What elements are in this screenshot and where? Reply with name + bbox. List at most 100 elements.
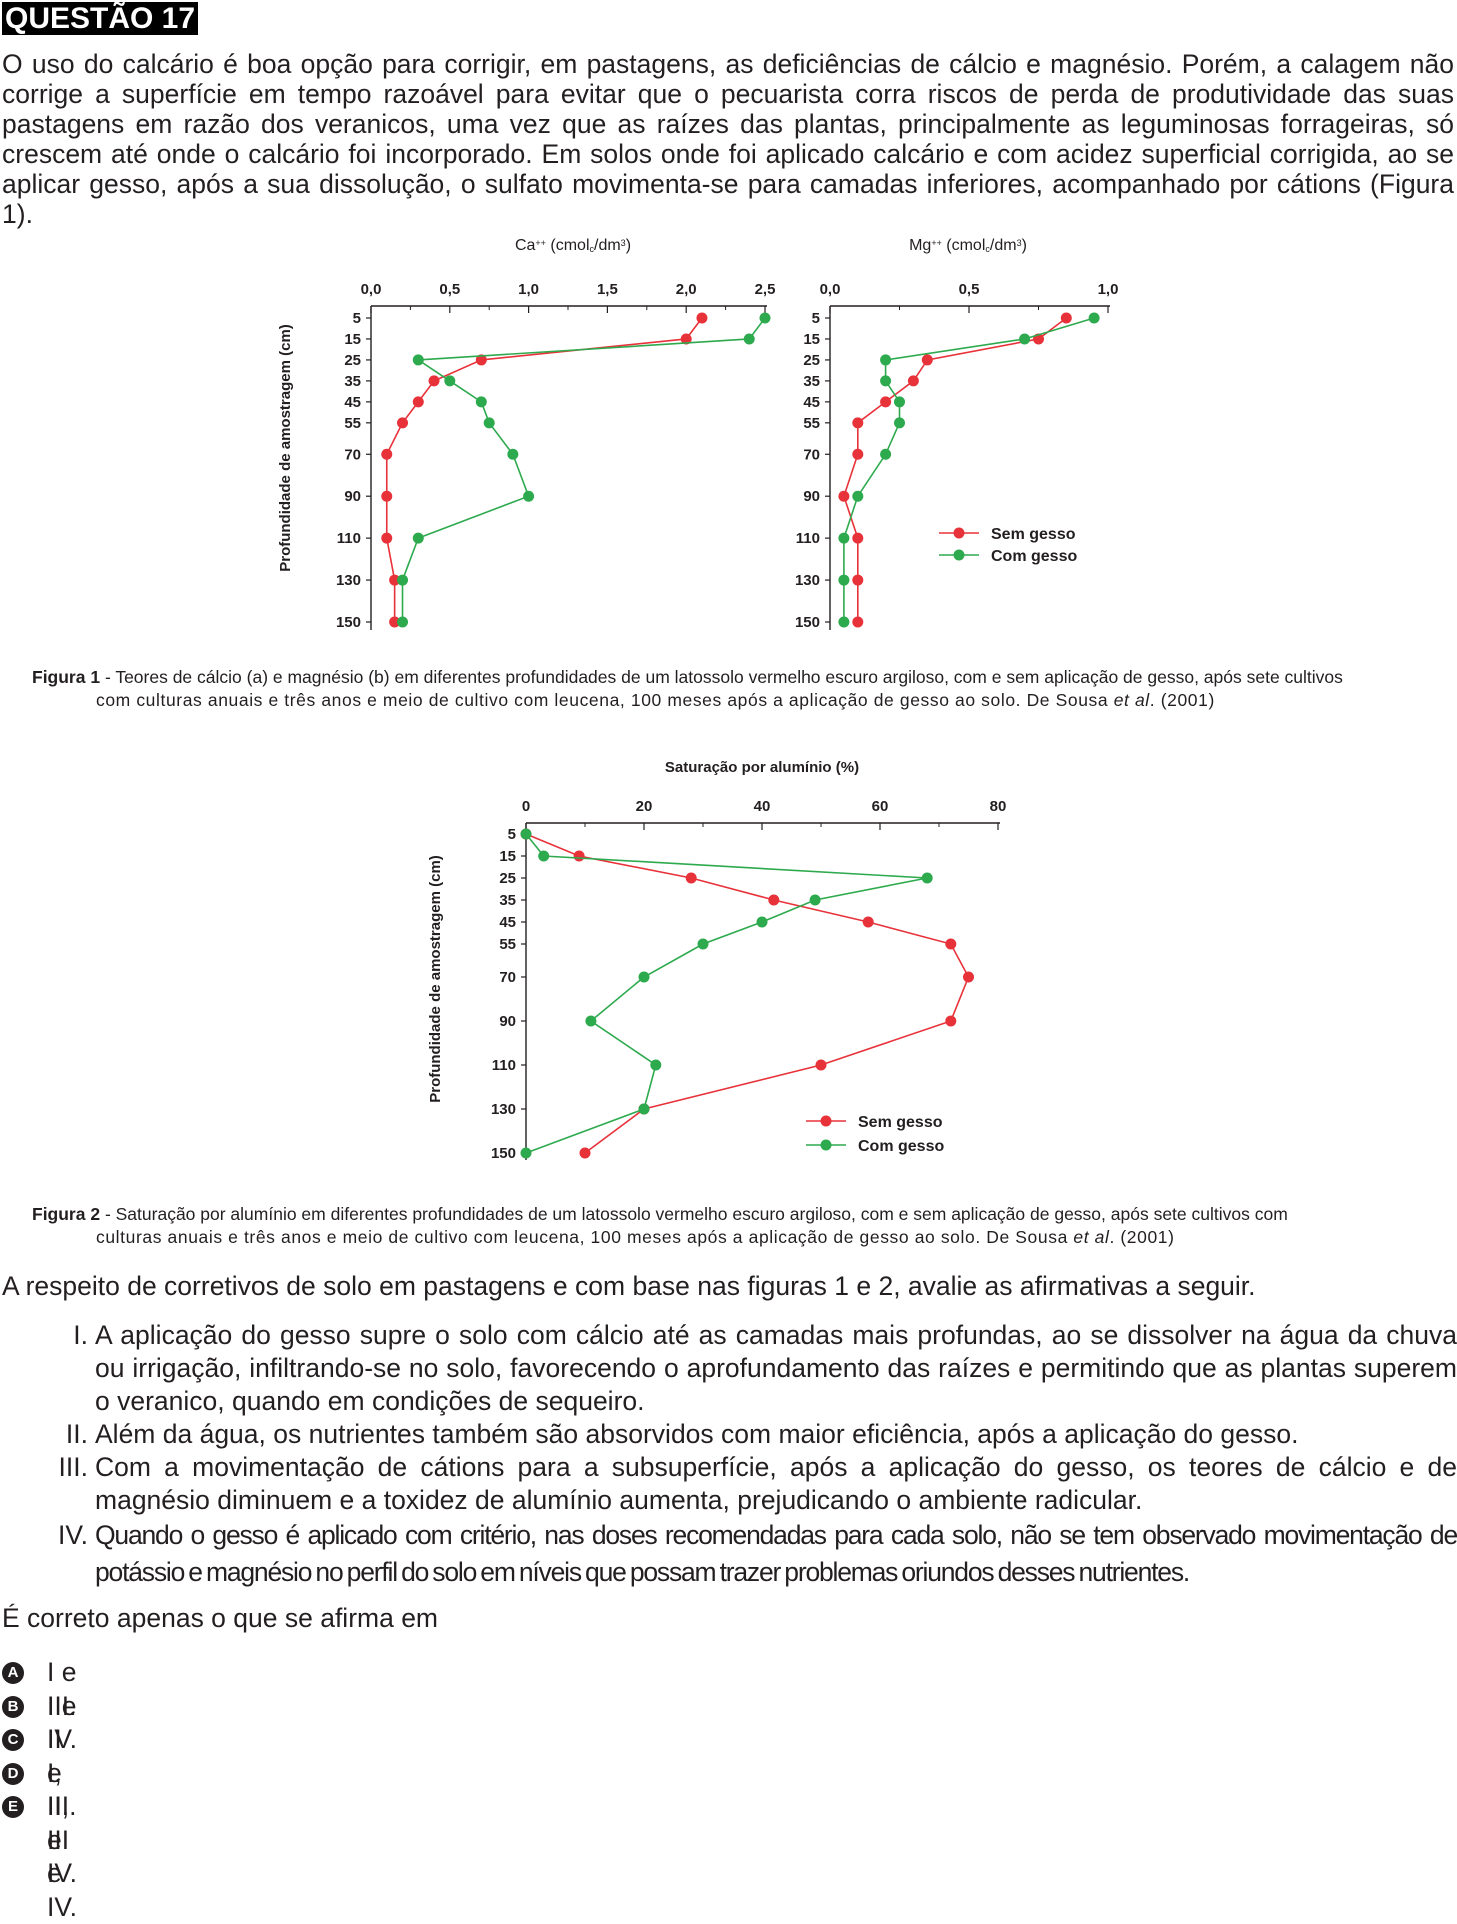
data-point (921, 354, 933, 366)
data-point (1088, 312, 1100, 324)
x-tick-label: 0,0 (820, 281, 841, 298)
data-point (697, 938, 709, 950)
option-text: II, III e IV. (47, 1791, 77, 1922)
statement-i: I. A aplicação do gesso supre o solo com… (0, 1319, 1457, 1418)
y-tick-label: 5 (508, 826, 516, 843)
data-point (397, 417, 409, 429)
data-point (759, 312, 771, 324)
data-point (412, 396, 424, 408)
figure-2-caption-year: . (2001) (1109, 1227, 1175, 1247)
legend-label: Com gesso (858, 1138, 944, 1155)
answer-prompt-text: É correto apenas o que se afirma em (2, 1603, 439, 1633)
data-point (1019, 333, 1031, 345)
panel-title-part: ) (1022, 237, 1027, 254)
data-point (389, 616, 401, 628)
legend-marker (820, 1139, 832, 1151)
data-point (381, 532, 393, 544)
statement-numeral: III. (58, 1452, 88, 1482)
y-tick-label: 55 (344, 415, 361, 432)
data-point (696, 312, 708, 324)
data-point (809, 894, 821, 906)
data-point (685, 872, 697, 884)
data-point (397, 616, 409, 628)
data-point (389, 574, 401, 586)
y-tick-label: 15 (803, 331, 820, 348)
question-title: QUESTÃO 17 (2, 2, 199, 35)
data-point (397, 574, 409, 586)
data-point (862, 916, 874, 928)
y-axis-title: Profundidade de amostragem (cm) (427, 855, 444, 1103)
legend-marker (953, 527, 965, 539)
y-tick-label: 90 (803, 488, 820, 505)
data-point (880, 375, 892, 387)
x-tick-label: 0,5 (959, 281, 980, 298)
statement-numeral: II. (65, 1419, 88, 1449)
series-line-sem-gesso (843, 317, 1067, 622)
data-point (880, 396, 892, 408)
legend-label: Sem gesso (991, 526, 1076, 543)
y-tick-label: 150 (491, 1145, 516, 1160)
y-tick-label: 5 (812, 310, 820, 327)
intro-text: O uso do calcário é boa opção para corri… (2, 49, 1454, 229)
panel-title-part: ) (626, 237, 631, 254)
statement-text: Com a movimentação de cátions para a sub… (95, 1452, 1457, 1515)
figure-2-caption-line2: culturas anuais e três anos e meio de cu… (96, 1227, 1074, 1247)
data-point (475, 396, 487, 408)
y-tick-label: 45 (803, 394, 820, 411)
y-tick-label: 25 (344, 352, 361, 369)
figure-1: Ca++ (cmolc/dm3)0,0 0,5 1,0 1,5 2,0 2,5515253… (277, 237, 1118, 631)
data-point (963, 971, 974, 983)
series-line-sem-gesso (385, 317, 703, 622)
data-point (852, 417, 864, 429)
x-tick-label: 40 (754, 798, 771, 815)
chart-magnesium-panel: Mg++ (cmolc/dm3) 0,0 0,5 1,0 5 15 25 35 45 55 70 90… (795, 237, 1118, 631)
data-point (638, 1103, 650, 1115)
data-point (475, 354, 487, 366)
option-letter-badge: B (2, 1695, 24, 1718)
option-letter-badge: A (2, 1662, 24, 1684)
data-point (743, 333, 755, 345)
option-letter-badge: D (2, 1762, 24, 1785)
y-tick-label: 15 (344, 331, 361, 348)
panel-title-part: c (985, 244, 990, 254)
option-text: I e III. (47, 1657, 77, 1721)
figure-1-caption-year: . (2001) (1149, 690, 1215, 710)
prompt-text: A respeito de corretivos de solo em past… (2, 1271, 1256, 1301)
panel-title-part: (cmol (546, 237, 590, 254)
series-line-com-gesso (525, 833, 928, 1154)
statement-numeral: I. (73, 1320, 88, 1350)
data-point (412, 354, 424, 366)
panel-title-part: ++ (535, 238, 546, 248)
y-tick-label: 110 (796, 530, 820, 547)
data-point (381, 448, 393, 460)
data-point (838, 574, 850, 586)
y-tick-label: 90 (344, 488, 361, 505)
figure-2-label: Figura 2 (32, 1204, 101, 1224)
data-point (852, 574, 864, 586)
x-tick-label: 1,0 (1098, 281, 1119, 298)
legend-marker (820, 1115, 832, 1127)
figure-1-caption-etal: et al (1113, 690, 1150, 710)
figure-1-caption-line1: - Teores de cálcio (a) e magnésio (b) em… (100, 667, 1343, 687)
figure-2: Saturação por alumínio (%) 0 20 40 60 80 5 15 25… (427, 759, 1006, 1160)
option-letter-badge: E (2, 1796, 24, 1818)
panel-title-part: ++ (931, 238, 942, 248)
y-tick-label: 45 (499, 914, 516, 931)
legend-marker (953, 549, 965, 561)
data-point (573, 850, 585, 862)
y-tick-label: 130 (795, 572, 820, 589)
y-tick-label: 130 (491, 1101, 516, 1118)
data-point (1060, 312, 1072, 324)
y-tick-label: 5 (353, 310, 361, 327)
statement-iii: III. Com a movimentação de cátions para … (0, 1451, 1457, 1517)
series-line-com-gesso (843, 317, 1095, 622)
figure-1-caption-line2: com culturas anuais e três anos e meio d… (96, 690, 1114, 710)
x-tick-label: 1,0 (518, 281, 539, 298)
y-tick-label: 130 (336, 572, 361, 589)
x-tick-label: 0,0 (361, 281, 382, 298)
y-tick-label: 110 (337, 530, 361, 547)
data-point (638, 971, 650, 983)
data-point (650, 1059, 662, 1071)
data-point (523, 490, 535, 502)
statement-ii: II. Além da água, os nutrientes também s… (0, 1418, 1457, 1451)
